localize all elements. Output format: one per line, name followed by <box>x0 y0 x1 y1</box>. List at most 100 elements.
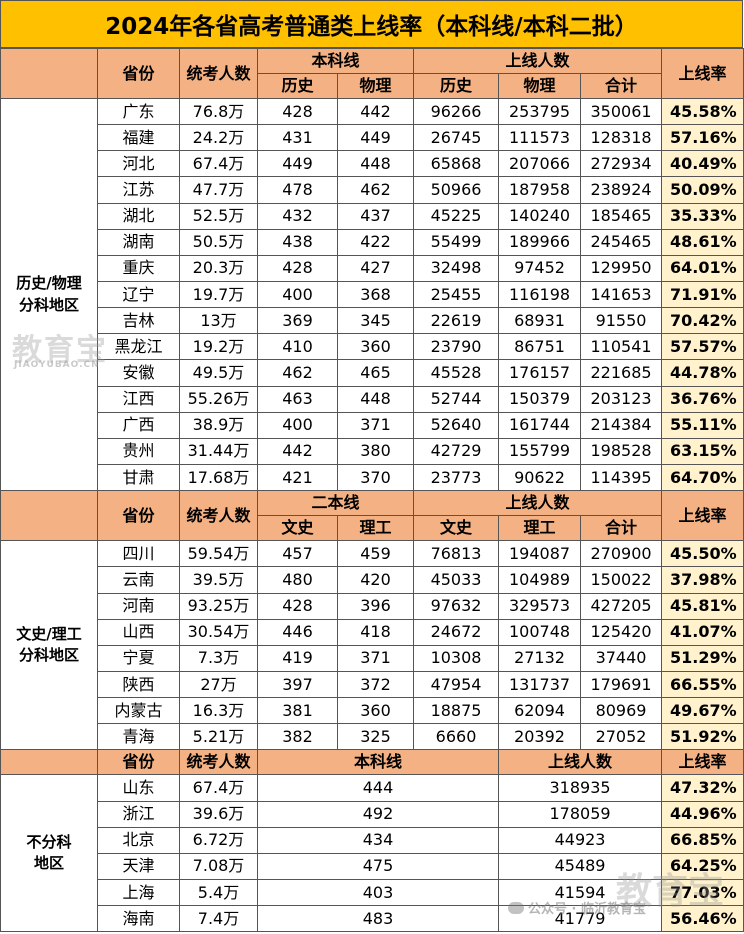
province-cell: 四川 <box>97 540 180 568</box>
value-cell: 32498 <box>413 254 500 282</box>
header-rate: 上线率 <box>661 749 744 776</box>
value-cell: 350061 <box>580 97 663 126</box>
value-cell: 86751 <box>498 333 582 361</box>
value-cell: 52640 <box>413 411 500 439</box>
value-cell: 457 <box>257 540 338 568</box>
table-row: 江苏 47.7万 478 462 50966 187958 238924 50.09% <box>1 176 744 204</box>
value-cell: 325 <box>336 723 415 751</box>
value-cell: 207066 <box>498 150 582 178</box>
table-row: 天津 7.08万 475 45489 64.25% <box>1 852 744 881</box>
value-cell: 27052 <box>580 723 663 751</box>
rate-cell: 51.29% <box>661 644 744 672</box>
value-cell: 155799 <box>498 437 582 465</box>
table-row: 贵州 31.44万 442 380 42729 155799 198528 63.15% <box>1 437 744 465</box>
value-cell: 68931 <box>498 307 582 335</box>
value-cell: 449 <box>257 150 338 178</box>
value-cell: 421 <box>257 463 338 492</box>
table-row: 历史/物理 分科地区 广东 76.8万 428 442 96266 253795 350061 4… <box>0 97 744 492</box>
value-cell: 116198 <box>498 280 582 309</box>
value-cell: 50.5万 <box>179 228 258 256</box>
province-cell: 安徽 <box>97 359 180 387</box>
value-cell: 39.6万 <box>179 800 258 828</box>
value-cell: 419 <box>257 644 338 672</box>
table-row: 浙江 39.6万 492 178059 44.96% <box>1 800 744 828</box>
table-row: 文史 理工 文史 理工 合计 <box>1 515 744 542</box>
value-cell: 50966 <box>413 176 500 204</box>
value-cell: 41594 <box>498 878 663 907</box>
value-cell: 141653 <box>580 280 663 309</box>
province-cell: 河南 <box>97 592 180 620</box>
value-cell: 20392 <box>498 723 582 751</box>
table-row: 江西 55.26万 463 448 52744 150379 203123 36.76% <box>1 385 744 413</box>
table-row: 安徽 49.5万 462 465 45528 176157 221685 44.78% <box>1 359 744 387</box>
rate-cell: 48.61% <box>661 228 744 256</box>
value-cell: 23773 <box>413 463 500 492</box>
header-line: 本科线 <box>256 48 415 74</box>
rate-cell: 40.49% <box>661 150 744 178</box>
province-cell: 内蒙古 <box>97 697 180 725</box>
value-cell: 318935 <box>498 774 663 802</box>
value-cell: 368 <box>336 280 415 309</box>
group-label-line1: 不分科 <box>26 832 72 851</box>
value-cell: 27万 <box>179 670 258 699</box>
value-cell: 329573 <box>498 592 582 620</box>
value-cell: 178059 <box>498 800 663 828</box>
value-cell: 381 <box>257 697 338 725</box>
header-count: 上线人数 <box>413 48 663 74</box>
value-cell: 422 <box>336 228 415 256</box>
value-cell: 371 <box>336 644 415 672</box>
group-label: 历史/物理 分科地区 <box>0 97 98 492</box>
value-cell: 203123 <box>580 385 663 413</box>
rate-cell: 77.03% <box>661 878 744 907</box>
value-cell: 480 <box>257 566 338 594</box>
rate-cell: 70.42% <box>661 307 744 335</box>
value-cell: 189966 <box>498 228 582 256</box>
header-examinees: 统考人数 <box>179 749 258 776</box>
rate-cell: 64.01% <box>661 254 744 282</box>
value-cell: 47.7万 <box>179 176 258 204</box>
province-cell: 浙江 <box>97 800 180 828</box>
header-sub: 理工 <box>336 515 415 542</box>
header-line: 二本线 <box>256 490 415 517</box>
value-cell: 483 <box>256 905 500 933</box>
table-row: 不分科 地区 山东 67.4万 444 318935 47.32% <box>0 774 744 933</box>
value-cell: 371 <box>336 411 415 439</box>
page-title: 2024年各省高考普通类上线率（本科线/本科二批） <box>0 0 743 48</box>
rate-cell: 41.07% <box>661 618 744 646</box>
value-cell: 7.4万 <box>179 905 258 933</box>
value-cell: 25455 <box>413 280 500 309</box>
province-cell: 黑龙江 <box>97 333 180 361</box>
province-cell: 重庆 <box>97 254 180 282</box>
province-cell: 宁夏 <box>97 644 180 672</box>
value-cell: 19.2万 <box>179 333 258 361</box>
rate-cell: 44.78% <box>661 359 744 387</box>
value-cell: 194087 <box>498 540 582 568</box>
rate-cell: 64.70% <box>661 463 744 492</box>
rate-cell: 57.16% <box>661 124 744 152</box>
value-cell: 432 <box>257 202 338 230</box>
value-cell: 396 <box>336 592 415 620</box>
value-cell: 131737 <box>498 670 582 699</box>
value-cell: 16.3万 <box>179 697 258 725</box>
value-cell: 475 <box>256 852 500 881</box>
value-cell: 20.3万 <box>179 254 258 282</box>
province-cell: 广西 <box>97 411 180 439</box>
value-cell: 420 <box>336 566 415 594</box>
province-cell: 海南 <box>97 905 180 933</box>
rate-cell: 64.25% <box>661 852 744 881</box>
header-examinees: 统考人数 <box>179 490 258 542</box>
value-cell: 431 <box>257 124 338 152</box>
value-cell: 45225 <box>413 202 500 230</box>
value-cell: 272934 <box>580 150 663 178</box>
province-cell: 江苏 <box>97 176 180 204</box>
rate-cell: 71.91% <box>661 280 744 309</box>
value-cell: 187958 <box>498 176 582 204</box>
header-line: 本科线 <box>256 749 500 776</box>
province-cell: 江西 <box>97 385 180 413</box>
value-cell: 360 <box>336 333 415 361</box>
province-cell: 湖南 <box>97 228 180 256</box>
value-cell: 22619 <box>413 307 500 335</box>
value-cell: 125420 <box>580 618 663 646</box>
value-cell: 52744 <box>413 385 500 413</box>
value-cell: 403 <box>256 878 500 907</box>
